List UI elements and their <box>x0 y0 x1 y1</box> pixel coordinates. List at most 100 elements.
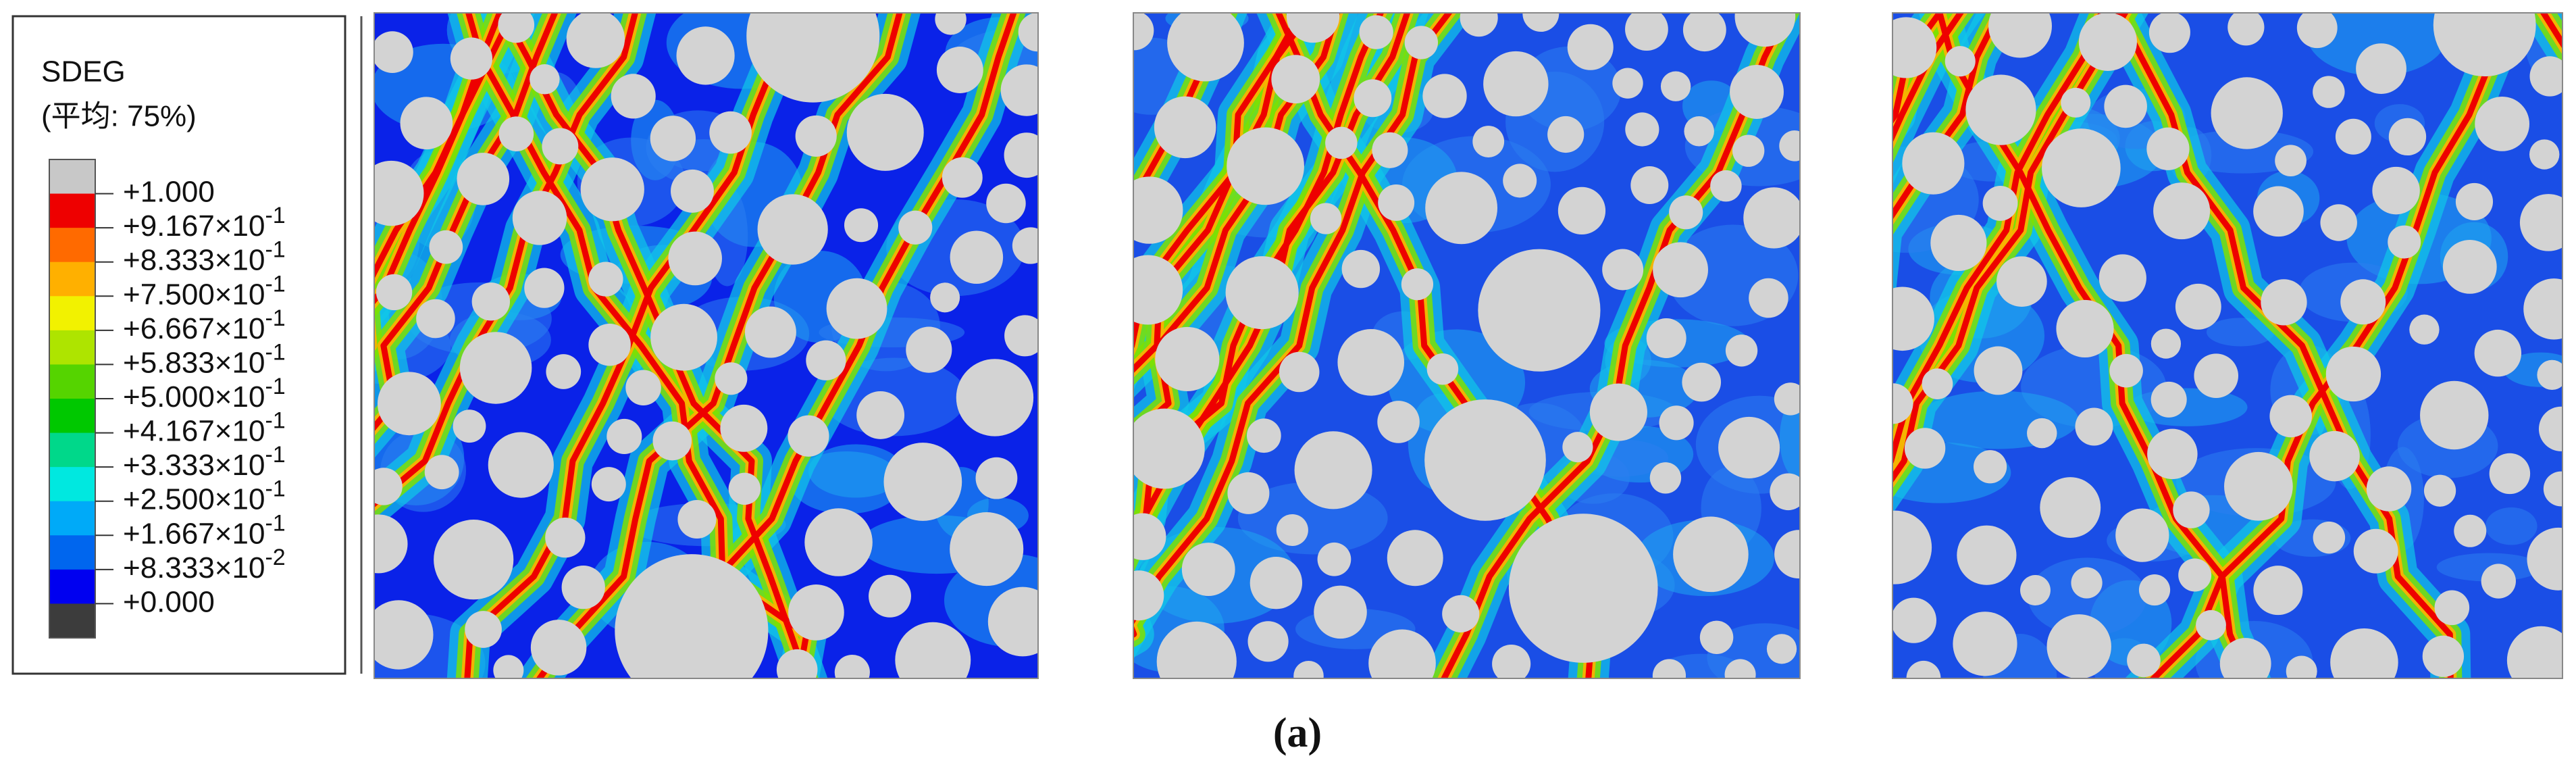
aggregate <box>2109 353 2143 388</box>
aggregate <box>1892 286 1934 351</box>
aggregate <box>493 655 524 678</box>
legend-label-base: +7.500×10 <box>123 278 265 311</box>
aggregate <box>1271 55 1320 104</box>
aggregate <box>950 512 1024 587</box>
aggregate <box>607 418 642 455</box>
aggregate <box>987 587 1038 657</box>
legend-label-exponent: -1 <box>265 510 285 536</box>
legend-swatch <box>49 261 95 297</box>
aggregate <box>1649 462 1682 494</box>
aggregate <box>1424 399 1546 521</box>
aggregate <box>2175 283 2221 330</box>
aggregate <box>1133 176 1183 244</box>
aggregate <box>2506 626 2562 678</box>
aggregate <box>1018 13 1038 52</box>
aggregate <box>1779 130 1800 161</box>
aggregate <box>546 354 582 389</box>
legend-label-exponent: -1 <box>265 339 285 365</box>
aggregate <box>1155 326 1220 391</box>
simulation-panel <box>1133 13 1800 678</box>
aggregate <box>374 31 413 74</box>
aggregate <box>2481 564 2516 599</box>
aggregate <box>1892 510 1932 584</box>
aggregate <box>709 111 752 154</box>
aggregate <box>2147 428 2198 480</box>
legend-label-base: +9.167×10 <box>123 209 265 243</box>
legend-label-base: +5.000×10 <box>123 380 265 414</box>
legend-swatch <box>49 228 95 263</box>
damage-band <box>2149 13 2517 678</box>
aggregate <box>2313 521 2346 554</box>
aggregate <box>1902 132 1965 195</box>
damage-band <box>2115 13 2454 678</box>
aggregate <box>2253 186 2304 237</box>
aggregate <box>1425 172 1498 245</box>
aggregate <box>1247 621 1289 662</box>
legend-swatch <box>49 364 95 399</box>
aggregate <box>465 611 502 648</box>
aggregate <box>1492 644 1531 678</box>
aggregate <box>434 520 514 600</box>
aggregate <box>895 622 971 678</box>
aggregate <box>2150 328 2182 359</box>
legend-label-exponent: -1 <box>265 408 285 434</box>
damage-band <box>1133 13 1411 639</box>
aggregate <box>2353 528 2398 574</box>
aggregate <box>1404 26 1439 59</box>
aggregate <box>930 282 960 313</box>
aggregate <box>2224 451 2293 521</box>
aggregate <box>2442 239 2497 294</box>
legend-swatch <box>49 467 95 502</box>
aggregate <box>1181 543 1235 596</box>
aggregate <box>2261 279 2307 326</box>
aggregate <box>1724 659 1756 678</box>
aggregate <box>1957 525 2017 585</box>
aggregate <box>677 499 717 539</box>
damage-patch <box>790 451 903 514</box>
aggregate <box>530 64 560 95</box>
aggregate <box>804 508 873 576</box>
legend-label-exponent: -1 <box>265 442 285 468</box>
aggregate <box>2042 128 2121 207</box>
aggregate <box>1718 416 1780 478</box>
aggregate <box>1317 542 1351 576</box>
aggregate <box>1508 514 1658 663</box>
legend-label: +5.000×10-1 <box>123 374 286 414</box>
aggregate <box>1372 132 1408 168</box>
aggregate <box>1000 64 1038 116</box>
aggregate <box>1250 557 1303 609</box>
aggregate <box>1133 570 1164 621</box>
aggregate <box>2196 609 2226 641</box>
aggregate <box>746 13 880 103</box>
aggregate <box>2474 329 2522 377</box>
aggregate <box>1004 132 1038 178</box>
aggregate <box>530 620 587 676</box>
aggregate <box>591 467 626 502</box>
aggregate <box>757 194 828 265</box>
aggregate <box>1012 227 1038 264</box>
aggregate <box>788 584 844 641</box>
aggregate <box>728 472 761 505</box>
aggregate <box>2372 166 2420 215</box>
aggregate <box>498 116 534 151</box>
aggregate <box>1904 428 1946 469</box>
simulation-panel <box>1892 13 2562 678</box>
aggregate <box>1133 13 1154 51</box>
legend-label: +8.333×10-1 <box>123 237 286 277</box>
aggregate <box>1682 13 1726 52</box>
aggregate <box>715 362 748 395</box>
aggregate <box>1472 126 1505 157</box>
aggregate <box>1988 13 2052 58</box>
aggregate <box>2409 314 2440 345</box>
damage-patch <box>1779 396 1800 480</box>
legend-label-base: +8.333×10 <box>123 243 265 276</box>
aggregate <box>1167 13 1244 82</box>
aggregate <box>2313 76 2345 108</box>
aggregate <box>2219 638 2271 678</box>
damage-band <box>1133 13 1385 553</box>
aggregate <box>1246 418 1281 453</box>
legend-label: +5.833×10-1 <box>123 339 286 379</box>
aggregate <box>906 326 952 373</box>
legend-scale: +1.000+9.167×10-1+8.333×10-1+7.500×10-1+… <box>49 159 286 639</box>
